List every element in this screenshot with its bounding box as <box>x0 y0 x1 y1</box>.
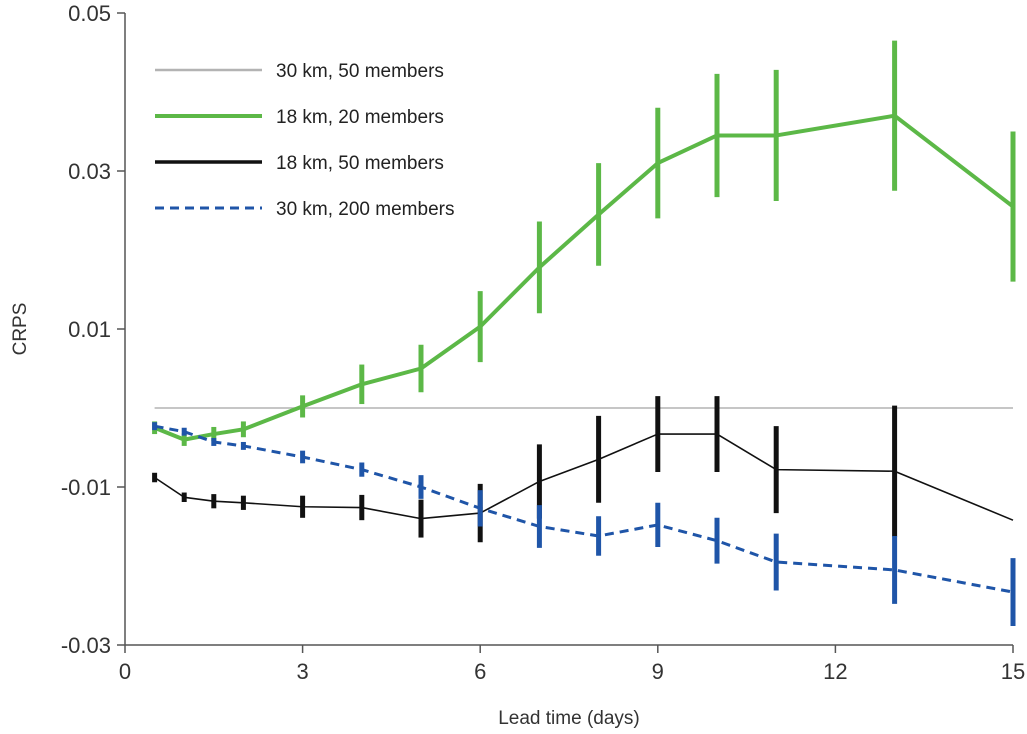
y-tick-label: -0.01 <box>61 475 111 500</box>
x-tick-label: 9 <box>652 659 664 684</box>
legend-label-1: 30 km, 50 members <box>276 61 444 82</box>
legend-label-4: 30 km, 200 members <box>276 199 454 220</box>
legend-label-2: 18 km, 20 members <box>276 107 444 128</box>
y-axis-ticks: -0.03 -0.01 0.01 0.03 0.05 <box>61 1 125 658</box>
y-axis-label: CRPS <box>10 303 31 356</box>
y-tick-label: 0.05 <box>68 1 111 26</box>
x-tick-label: 0 <box>119 659 131 684</box>
axes <box>124 13 1013 646</box>
x-axis-ticks: 0 3 6 9 12 15 <box>119 645 1025 684</box>
series-line <box>154 424 1014 594</box>
legend: 30 km, 50 members 18 km, 20 members 18 km,… <box>155 61 454 220</box>
y-tick-label: -0.03 <box>61 633 111 658</box>
series-3 <box>152 396 1014 543</box>
x-tick-label: 3 <box>296 659 308 684</box>
x-axis-label: Lead time (days) <box>498 708 640 729</box>
legend-label-3: 18 km, 50 members <box>276 153 444 174</box>
x-tick-label: 6 <box>474 659 486 684</box>
series-2 <box>152 40 1016 446</box>
x-tick-label: 12 <box>823 659 847 684</box>
x-tick-label: 15 <box>1001 659 1025 684</box>
y-tick-label: 0.03 <box>68 159 111 184</box>
plot-area <box>152 40 1016 627</box>
series-line <box>154 433 1014 521</box>
series-4 <box>152 422 1016 627</box>
y-tick-label: 0.01 <box>68 317 111 342</box>
